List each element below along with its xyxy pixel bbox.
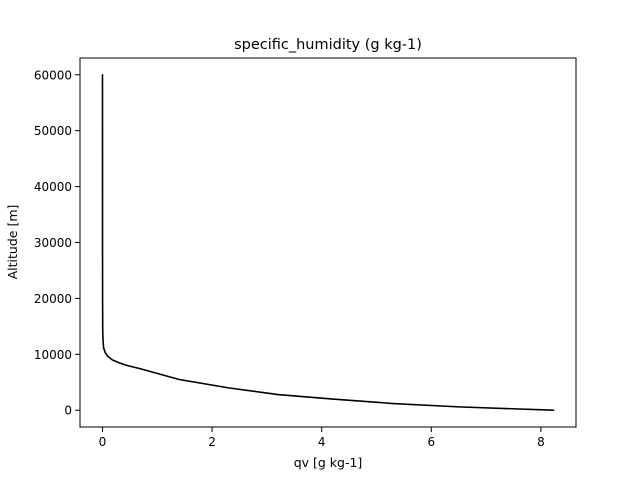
y-tick-label: 50000 [34, 124, 72, 138]
y-tick-label: 30000 [34, 236, 72, 250]
x-tick-label: 6 [427, 435, 435, 449]
y-tick-label: 0 [64, 404, 72, 418]
x-tick-label: 2 [208, 435, 216, 449]
y-tick-label: 20000 [34, 292, 72, 306]
y-tick-label: 10000 [34, 348, 72, 362]
y-axis-label: Altitude [m] [5, 205, 20, 280]
series-line [101, 73, 555, 412]
x-tick-label: 0 [99, 435, 107, 449]
y-tick-label: 40000 [34, 180, 72, 194]
plot-area: 0 2 4 6 8 0 10000 20000 30000 40000 50000 60000 [34, 68, 555, 449]
axes-frame [79, 57, 577, 428]
x-tick-label: 8 [537, 435, 545, 449]
x-axis-label: qv [g kg-1] [294, 455, 363, 470]
x-tick-label: 4 [318, 435, 326, 449]
y-tick-label: 60000 [34, 68, 72, 82]
chart-title: specific_humidity (g kg-1) [234, 37, 422, 53]
